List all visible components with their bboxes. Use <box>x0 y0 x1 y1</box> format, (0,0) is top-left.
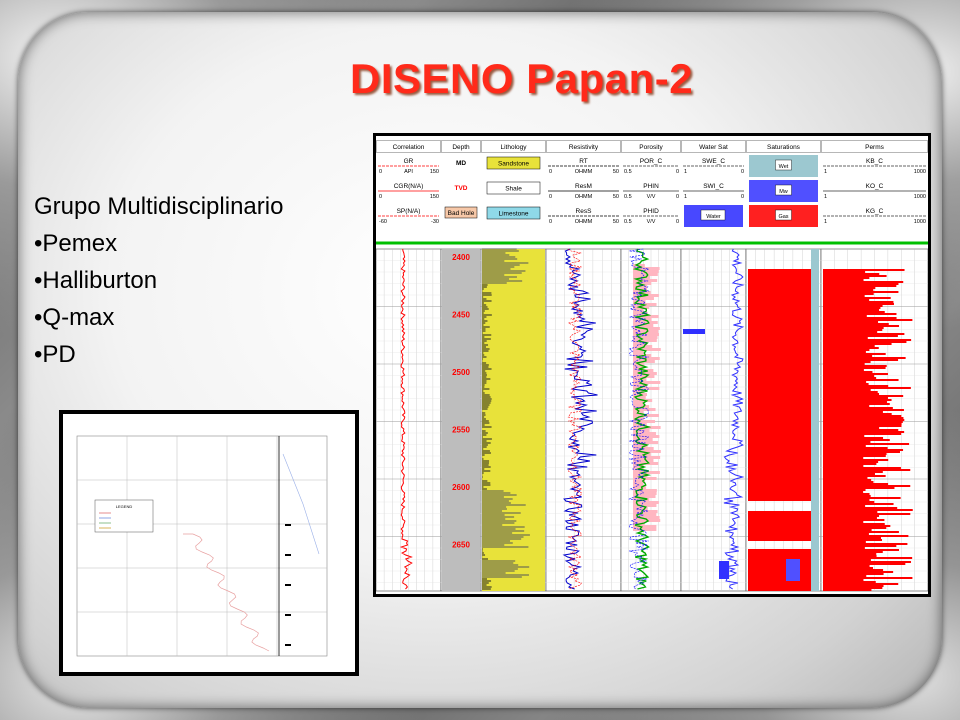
curve-name: KB_C <box>866 158 883 165</box>
curve-scale-unit: V/V <box>647 194 656 200</box>
curve-scale-max: 0 <box>676 169 679 175</box>
curve-scale-max: 0 <box>676 194 679 200</box>
curve-scale-min: -60 <box>379 219 387 225</box>
curve-scale-max: 0 <box>676 219 679 225</box>
curve-name: SWI_C <box>703 183 724 190</box>
lithology-legend-label: Limestone <box>499 211 529 218</box>
curve-name: SP(N/A) <box>397 208 421 215</box>
curve-name: PHID <box>643 208 659 215</box>
curve-scale-min: 0 <box>549 219 552 225</box>
lithology-legend-label: Shale <box>505 186 522 193</box>
depth-tick-label: 2550 <box>452 426 470 435</box>
curve-name: POR_C <box>640 158 663 165</box>
curve-scale-max: 1000 <box>914 219 926 225</box>
bullet-halliburton: •Halliburton <box>34 267 158 294</box>
curve-name: KO_C <box>866 183 884 190</box>
porosity-curve <box>632 248 652 590</box>
curve-name: GR <box>404 158 414 165</box>
curve-name: ResS <box>576 208 593 215</box>
log-column-title: Porosity <box>639 144 663 151</box>
slide-title: DISENO Papan-2 <box>350 55 694 102</box>
curve-scale-min: 1 <box>824 219 827 225</box>
curve-scale-max: 150 <box>430 194 439 200</box>
curve-scale-max: 0 <box>741 194 744 200</box>
curve-scale-min: 0.5 <box>624 194 632 200</box>
resistivity-curve-2 <box>567 248 583 590</box>
depth-tick-label: 2600 <box>452 483 470 492</box>
depth-tick-label: 2500 <box>452 368 470 377</box>
curve-scale-max: 50 <box>613 169 619 175</box>
well-log-image: Correlation Depth Lithology Resistivity Poro… <box>373 133 931 597</box>
curve-scale-max: -30 <box>431 219 439 225</box>
bullet-pd: •PD <box>34 341 76 368</box>
bullet-pemex: •Pemex <box>34 230 118 257</box>
curve-name: CGR(N/A) <box>394 183 424 190</box>
log-column-title: Water Sat <box>699 144 728 151</box>
log-column-title: Saturations <box>767 144 801 151</box>
bullet-list: Grupo Multidisciplinario •Pemex •Hallibu… <box>34 188 283 373</box>
curve-name: SWE_C <box>702 158 725 165</box>
tension-curve-2 <box>282 453 320 555</box>
log-column-title: Lithology <box>500 144 527 151</box>
water-legend-label: Water <box>706 214 721 220</box>
lithology-legend-label: Sandstone <box>498 161 529 168</box>
depth-curve-label: Bad Hole <box>448 210 475 217</box>
curve-scale-max: 0 <box>741 169 744 175</box>
curve-scale-min: 0.5 <box>624 219 632 225</box>
depth-curve-label: MD <box>456 160 466 167</box>
tension-chart: LEGEND <box>63 414 355 672</box>
curve-scale-max: 150 <box>430 169 439 175</box>
bullet-qmax: •Q-max <box>34 304 115 331</box>
log-column-title: Perms <box>865 144 885 151</box>
curve-scale-unit: OHMM <box>575 219 593 225</box>
gr-curve <box>399 248 413 590</box>
log-column-title: Correlation <box>393 144 425 151</box>
curve-scale-max: 50 <box>613 219 619 225</box>
saturation-legend-label: Wet <box>779 164 789 170</box>
curve-scale-max: 1000 <box>914 169 926 175</box>
saturation-legend-label: Mw <box>779 189 788 195</box>
depth-tick-label: 2400 <box>452 253 470 262</box>
curve-scale-min: 0 <box>549 169 552 175</box>
well-log-plot: Correlation Depth Lithology Resistivity Poro… <box>376 136 928 594</box>
log-column-title: Resistivity <box>569 144 599 151</box>
curve-scale-unit: OHMM <box>575 169 593 175</box>
bullet-group: Grupo Multidisciplinario <box>34 193 284 220</box>
depth-tick-label: 2450 <box>452 311 470 320</box>
curve-scale-unit: OHMM <box>575 194 593 200</box>
curve-scale-min: 0 <box>549 194 552 200</box>
log-column-title: Depth <box>452 144 470 151</box>
curve-name: PHIN <box>643 183 659 190</box>
tension-chart-image: LEGEND <box>59 410 359 676</box>
tension-curve <box>183 533 270 652</box>
curve-name: ResM <box>575 183 592 190</box>
tension-legend-title: LEGEND <box>116 504 133 509</box>
depth-curve-label: TVD <box>455 185 468 192</box>
depth-tick-label: 2650 <box>452 541 470 550</box>
curve-scale-min: 1 <box>684 169 687 175</box>
curve-name: RT <box>579 158 588 165</box>
curve-scale-min: 1 <box>684 194 687 200</box>
curve-scale-unit: API <box>404 169 413 175</box>
water-sat-curve <box>723 248 745 590</box>
curve-scale-unit: V/V <box>647 219 656 225</box>
curve-scale-min: 1 <box>824 169 827 175</box>
porosity-curve-2 <box>628 248 650 590</box>
curve-scale-min: 0 <box>379 169 382 175</box>
curve-scale-max: 50 <box>613 194 619 200</box>
curve-scale-min: 0.5 <box>624 169 632 175</box>
curve-scale-min: 1 <box>824 194 827 200</box>
saturation-legend-label: Gas <box>778 214 788 220</box>
curve-scale-max: 1000 <box>914 194 926 200</box>
curve-scale-min: 0 <box>379 194 382 200</box>
curve-name: KG_C <box>866 208 884 215</box>
